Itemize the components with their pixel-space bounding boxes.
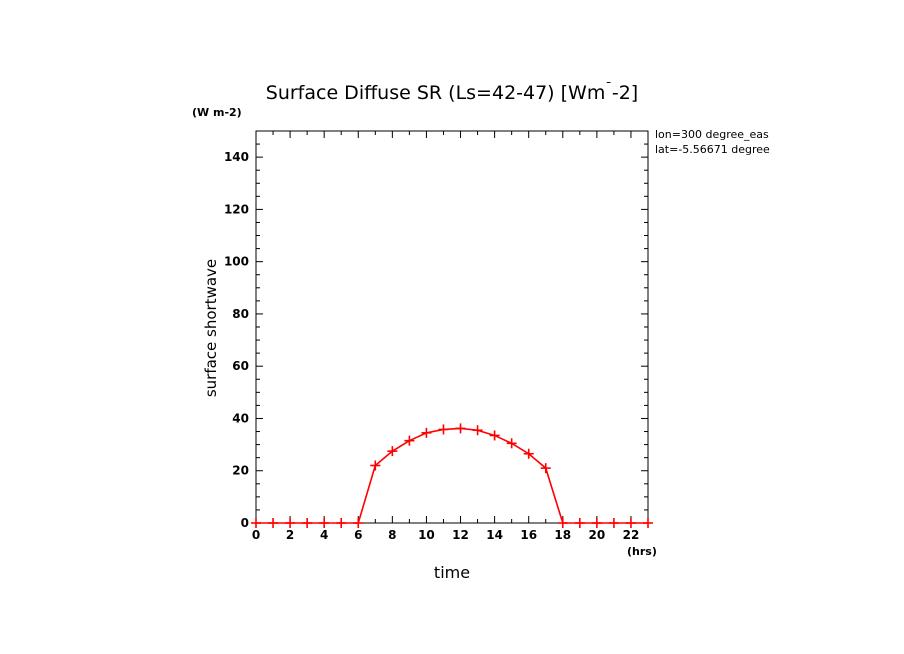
y-tick-label: 100 bbox=[224, 255, 249, 269]
data-point bbox=[455, 423, 466, 434]
y-tick-label: 120 bbox=[224, 202, 249, 216]
data-point bbox=[251, 518, 261, 528]
series-line bbox=[256, 427, 648, 524]
x-axis-ticks: 0 2 4 6 8 10 12 14 16 18 20 22 bbox=[252, 131, 649, 542]
x-tick-label: 12 bbox=[452, 528, 469, 542]
plot-frame bbox=[255, 130, 649, 524]
x-tick-label: 2 bbox=[286, 528, 294, 542]
y-axis-label: surface shortwave bbox=[202, 259, 220, 397]
y-tick-label: 140 bbox=[224, 150, 249, 164]
y-tick-label: 0 bbox=[241, 516, 249, 530]
x-tick-label: 0 bbox=[252, 528, 260, 542]
y-tick-label: 40 bbox=[232, 411, 249, 425]
data-point bbox=[285, 518, 296, 528]
y-axis-ticks: 0 20 40 60 80 100 120 140 bbox=[224, 130, 648, 530]
x-tick-label: 22 bbox=[623, 528, 640, 542]
x-tick-label: 14 bbox=[486, 528, 503, 542]
x-tick-label: 6 bbox=[354, 528, 362, 542]
data-point bbox=[591, 518, 602, 528]
x-tick-label: 18 bbox=[554, 528, 571, 542]
data-point bbox=[302, 518, 313, 528]
chart-title-superscript-mark: ¯ bbox=[605, 81, 612, 96]
series-group bbox=[251, 423, 653, 528]
x-tick-label: 10 bbox=[418, 528, 435, 542]
x-tick-label: 8 bbox=[388, 528, 396, 542]
y-tick-label: 20 bbox=[232, 464, 249, 478]
data-point bbox=[506, 438, 517, 449]
data-point bbox=[489, 430, 500, 441]
data-point bbox=[404, 435, 415, 446]
data-point bbox=[387, 446, 398, 457]
data-point bbox=[319, 518, 330, 528]
data-point bbox=[643, 518, 653, 528]
chart-title: Surface Diffuse SR (Ls=42-47) [Wm¯-2] bbox=[266, 81, 638, 104]
annotation-lat: lat=-5.56671 degree bbox=[655, 143, 770, 156]
y-axis-unit: (W m-2) bbox=[192, 106, 242, 119]
data-point bbox=[608, 518, 619, 528]
annotation-lon: lon=300 degree_eas bbox=[655, 128, 769, 141]
data-point bbox=[523, 448, 534, 459]
data-point bbox=[625, 518, 636, 528]
chart-title-tail: -2] bbox=[612, 82, 638, 104]
data-point bbox=[421, 427, 432, 438]
chart-title-main: Surface Diffuse SR (Ls=42-47) [Wm bbox=[266, 82, 606, 104]
data-point bbox=[370, 460, 381, 471]
x-axis-label: time bbox=[434, 563, 470, 582]
data-point bbox=[574, 518, 585, 528]
x-tick-label: 20 bbox=[589, 528, 606, 542]
x-tick-label: 4 bbox=[320, 528, 328, 542]
x-tick-label: 16 bbox=[520, 528, 537, 542]
data-point bbox=[540, 463, 551, 474]
data-point bbox=[353, 518, 364, 528]
data-point bbox=[557, 518, 568, 528]
data-point bbox=[336, 518, 347, 528]
x-axis-unit: (hrs) bbox=[627, 545, 657, 558]
data-point bbox=[268, 518, 279, 528]
data-point bbox=[472, 425, 483, 436]
y-tick-label: 80 bbox=[232, 307, 249, 321]
data-point bbox=[438, 424, 449, 435]
y-tick-label: 60 bbox=[232, 359, 249, 373]
